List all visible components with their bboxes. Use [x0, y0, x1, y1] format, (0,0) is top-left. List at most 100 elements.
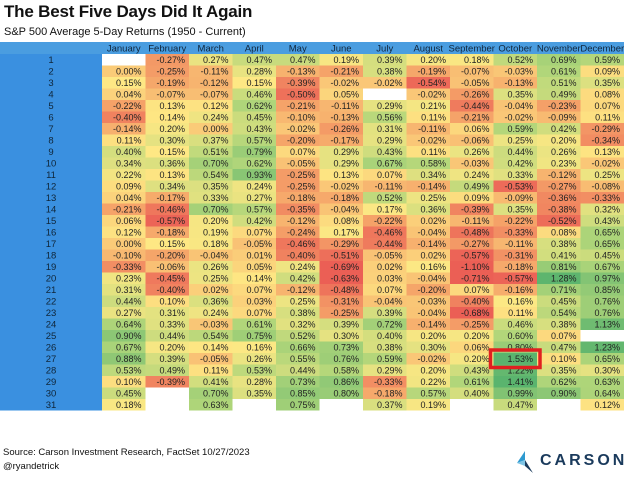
day-label-24: 24 [46, 320, 57, 331]
cell-value-label: 0.42% [551, 124, 577, 134]
cell-value-label: 1.23% [594, 343, 620, 353]
heatmap-cell [276, 353, 320, 365]
cell-value-label: 0.56% [377, 113, 403, 123]
heatmap-cell [319, 111, 363, 123]
heatmap-cell [145, 192, 189, 204]
cell-value-label: -0.39% [287, 78, 316, 88]
heatmap-cell [363, 318, 407, 330]
cell-value-label: -0.03% [200, 320, 229, 330]
cell-value-label: 0.52% [290, 331, 316, 341]
cell-value-label: 0.67% [377, 159, 403, 169]
cell-value-label: -0.04% [504, 101, 533, 111]
cell-value-label: -0.71% [461, 274, 490, 284]
cell-value-label: 0.23% [551, 159, 577, 169]
heatmap-cell [406, 295, 450, 307]
month-header-september: September [449, 44, 495, 55]
heatmap-cell [145, 123, 189, 135]
cell-value-label: 0.20% [420, 331, 446, 341]
heatmap-cell [189, 111, 233, 123]
cell-value-label: 0.65% [594, 354, 620, 364]
cell-value-label: 0.20% [420, 366, 446, 376]
heatmap-cell [276, 157, 320, 169]
heatmap-cell [537, 387, 581, 399]
cell-value-label: 0.46% [507, 320, 533, 330]
cell-value-label: -0.26% [461, 90, 490, 100]
cell-value-label: 0.18% [464, 55, 490, 65]
cell-value-label: -0.18% [374, 389, 403, 399]
cell-value-label: 0.23% [116, 274, 142, 284]
cell-value-label: 0.54% [203, 170, 229, 180]
cell-value-label: 0.86% [333, 377, 359, 387]
carson-logo-mark-icon [517, 451, 533, 473]
cell-value-label: -0.05% [243, 239, 272, 249]
logo-text: CARSON [540, 452, 624, 469]
cell-value-label: -0.22% [374, 216, 403, 226]
cell-value-label: 0.47% [551, 343, 577, 353]
cell-value-label: 0.30% [159, 136, 185, 146]
cell-value-label: -0.24% [287, 228, 316, 238]
cell-value-label: -0.09% [504, 193, 533, 203]
day-label-13: 13 [46, 193, 57, 204]
heatmap-cell [232, 261, 276, 273]
cell-value-label: -0.02% [330, 182, 359, 192]
cell-value-label: 0.13% [159, 101, 185, 111]
heatmap-cell [319, 341, 363, 353]
heatmap-cell [276, 364, 320, 376]
heatmap-cell [580, 284, 624, 296]
heatmap-cell [580, 353, 624, 365]
cell-value-label: 0.14% [159, 113, 185, 123]
cell-value-label: 0.30% [333, 331, 359, 341]
cell-value-label: -0.21% [287, 101, 316, 111]
day-label-3: 3 [48, 78, 53, 89]
heatmap-cell [276, 111, 320, 123]
heatmap-cell [145, 261, 189, 273]
cell-value-label: 0.20% [420, 55, 446, 65]
cell-value-label: 0.00% [116, 239, 142, 249]
cell-value-label: -0.50% [287, 90, 316, 100]
cell-value-label: -0.33% [113, 262, 142, 272]
heatmap-cell [580, 238, 624, 250]
heatmap-cell [406, 215, 450, 227]
heatmap-cell [189, 295, 233, 307]
heatmap-cell [493, 111, 537, 123]
month-header-may: May [289, 44, 307, 55]
cell-value-label: -0.27% [548, 182, 577, 192]
cell-value-label: -0.40% [461, 297, 490, 307]
heatmap-cell [102, 54, 146, 66]
heatmap-cell [189, 318, 233, 330]
day-label-12: 12 [46, 182, 57, 193]
day-label-20: 20 [46, 274, 57, 285]
cell-value-label: -0.12% [287, 216, 316, 226]
heatmap-cell [276, 100, 320, 112]
cell-value-label: -0.39% [156, 377, 185, 387]
heatmap-cell [580, 111, 624, 123]
cell-value-label: -0.12% [287, 285, 316, 295]
day-label-10: 10 [46, 159, 57, 170]
cell-value-label: 0.03% [377, 274, 403, 284]
cell-value-label: 0.31% [159, 308, 185, 318]
heatmap-cell [580, 146, 624, 158]
cell-value-label: 0.39% [377, 308, 403, 318]
cell-value-label: 0.53% [246, 366, 272, 376]
cell-value-label: 0.29% [377, 101, 403, 111]
heatmap-cell [493, 100, 537, 112]
cell-value-label: 0.20% [464, 331, 490, 341]
cell-value-label: 0.32% [290, 320, 316, 330]
cell-value-label: -0.04% [200, 251, 229, 261]
cell-value-label: 0.11% [117, 136, 142, 146]
cell-value-label: -0.04% [417, 228, 446, 238]
heatmap-cell [232, 65, 276, 77]
heatmap-cell [537, 123, 581, 135]
cell-value-label: 0.16% [246, 343, 272, 353]
cell-value-label: -0.04% [417, 274, 446, 284]
heatmap-cell [232, 238, 276, 250]
cell-value-label: 0.01% [246, 251, 272, 261]
heatmap-cell [145, 157, 189, 169]
cell-value-label: 0.21% [420, 101, 446, 111]
cell-value-label: 0.45% [116, 389, 142, 399]
heatmap-cell [232, 146, 276, 158]
heatmap-cell [580, 157, 624, 169]
heatmap-cell [319, 192, 363, 204]
heatmap-cell [406, 307, 450, 319]
cell-value-label: -0.14% [417, 239, 446, 249]
